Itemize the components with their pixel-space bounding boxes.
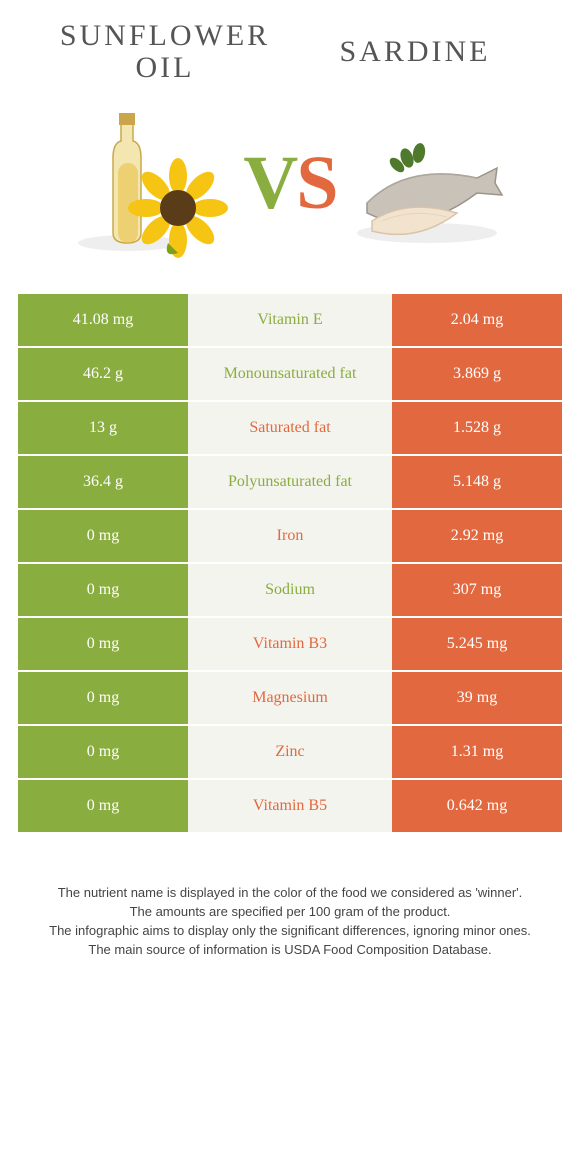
right-value-cell: 5.245 mg [392, 618, 562, 672]
table-row: 0 mgZinc1.31 mg [18, 726, 562, 780]
footer-line-1: The nutrient name is displayed in the co… [40, 884, 540, 903]
table-row: 13 gSaturated fat1.528 g [18, 402, 562, 456]
table-row: 0 mgSodium307 mg [18, 564, 562, 618]
right-value-cell: 5.148 g [392, 456, 562, 510]
table-row: 41.08 mgVitamin E2.04 mg [18, 294, 562, 348]
right-value-cell: 0.642 mg [392, 780, 562, 834]
table-row: 36.4 gPolyunsaturated fat5.148 g [18, 456, 562, 510]
nutrient-label-cell: Sodium [188, 564, 392, 618]
left-food-title: Sunflower oil [40, 20, 290, 83]
table-row: 0 mgMagnesium39 mg [18, 672, 562, 726]
left-value-cell: 0 mg [18, 726, 188, 780]
right-value-cell: 2.04 mg [392, 294, 562, 348]
nutrient-label-cell: Iron [188, 510, 392, 564]
nutrient-label-cell: Vitamin B5 [188, 780, 392, 834]
table-row: 0 mgIron2.92 mg [18, 510, 562, 564]
right-value-cell: 307 mg [392, 564, 562, 618]
nutrient-label-cell: Vitamin B3 [188, 618, 392, 672]
right-value-cell: 1.528 g [392, 402, 562, 456]
left-value-cell: 0 mg [18, 618, 188, 672]
header-left: Sunflower oil [40, 20, 290, 83]
left-value-cell: 41.08 mg [18, 294, 188, 348]
vs-s: S [296, 141, 336, 225]
sardine-icon [347, 103, 507, 263]
nutrient-table: 41.08 mgVitamin E2.04 mg46.2 gMonounsatu… [18, 293, 562, 834]
footer-notes: The nutrient name is displayed in the co… [0, 834, 580, 979]
sunflower-oil-icon [73, 103, 233, 263]
left-title-line1: Sunflower [60, 19, 270, 52]
right-value-cell: 39 mg [392, 672, 562, 726]
nutrient-label-cell: Polyunsaturated fat [188, 456, 392, 510]
header: Sunflower oil Sardine [0, 0, 580, 93]
left-value-cell: 0 mg [18, 564, 188, 618]
footer-line-3: The infographic aims to display only the… [40, 922, 540, 941]
right-value-cell: 3.869 g [392, 348, 562, 402]
table-row: 0 mgVitamin B35.245 mg [18, 618, 562, 672]
hero-row: VS [0, 93, 580, 293]
footer-line-2: The amounts are specified per 100 gram o… [40, 903, 540, 922]
table-row: 46.2 gMonounsaturated fat3.869 g [18, 348, 562, 402]
left-value-cell: 0 mg [18, 780, 188, 834]
right-value-cell: 2.92 mg [392, 510, 562, 564]
nutrient-label-cell: Saturated fat [188, 402, 392, 456]
left-value-cell: 0 mg [18, 510, 188, 564]
right-food-title: Sardine [290, 36, 540, 68]
nutrient-label-cell: Vitamin E [188, 294, 392, 348]
left-value-cell: 0 mg [18, 672, 188, 726]
table-row: 0 mgVitamin B50.642 mg [18, 780, 562, 834]
left-title-line2: oil [136, 51, 195, 84]
right-value-cell: 1.31 mg [392, 726, 562, 780]
nutrient-label-cell: Zinc [188, 726, 392, 780]
nutrient-label-cell: Monounsaturated fat [188, 348, 392, 402]
left-value-cell: 13 g [18, 402, 188, 456]
header-right: Sardine [290, 36, 540, 68]
vs-v: V [243, 141, 296, 225]
left-value-cell: 46.2 g [18, 348, 188, 402]
nutrient-label-cell: Magnesium [188, 672, 392, 726]
footer-line-4: The main source of information is USDA F… [40, 941, 540, 960]
vs-label: VS [243, 140, 336, 227]
left-value-cell: 36.4 g [18, 456, 188, 510]
